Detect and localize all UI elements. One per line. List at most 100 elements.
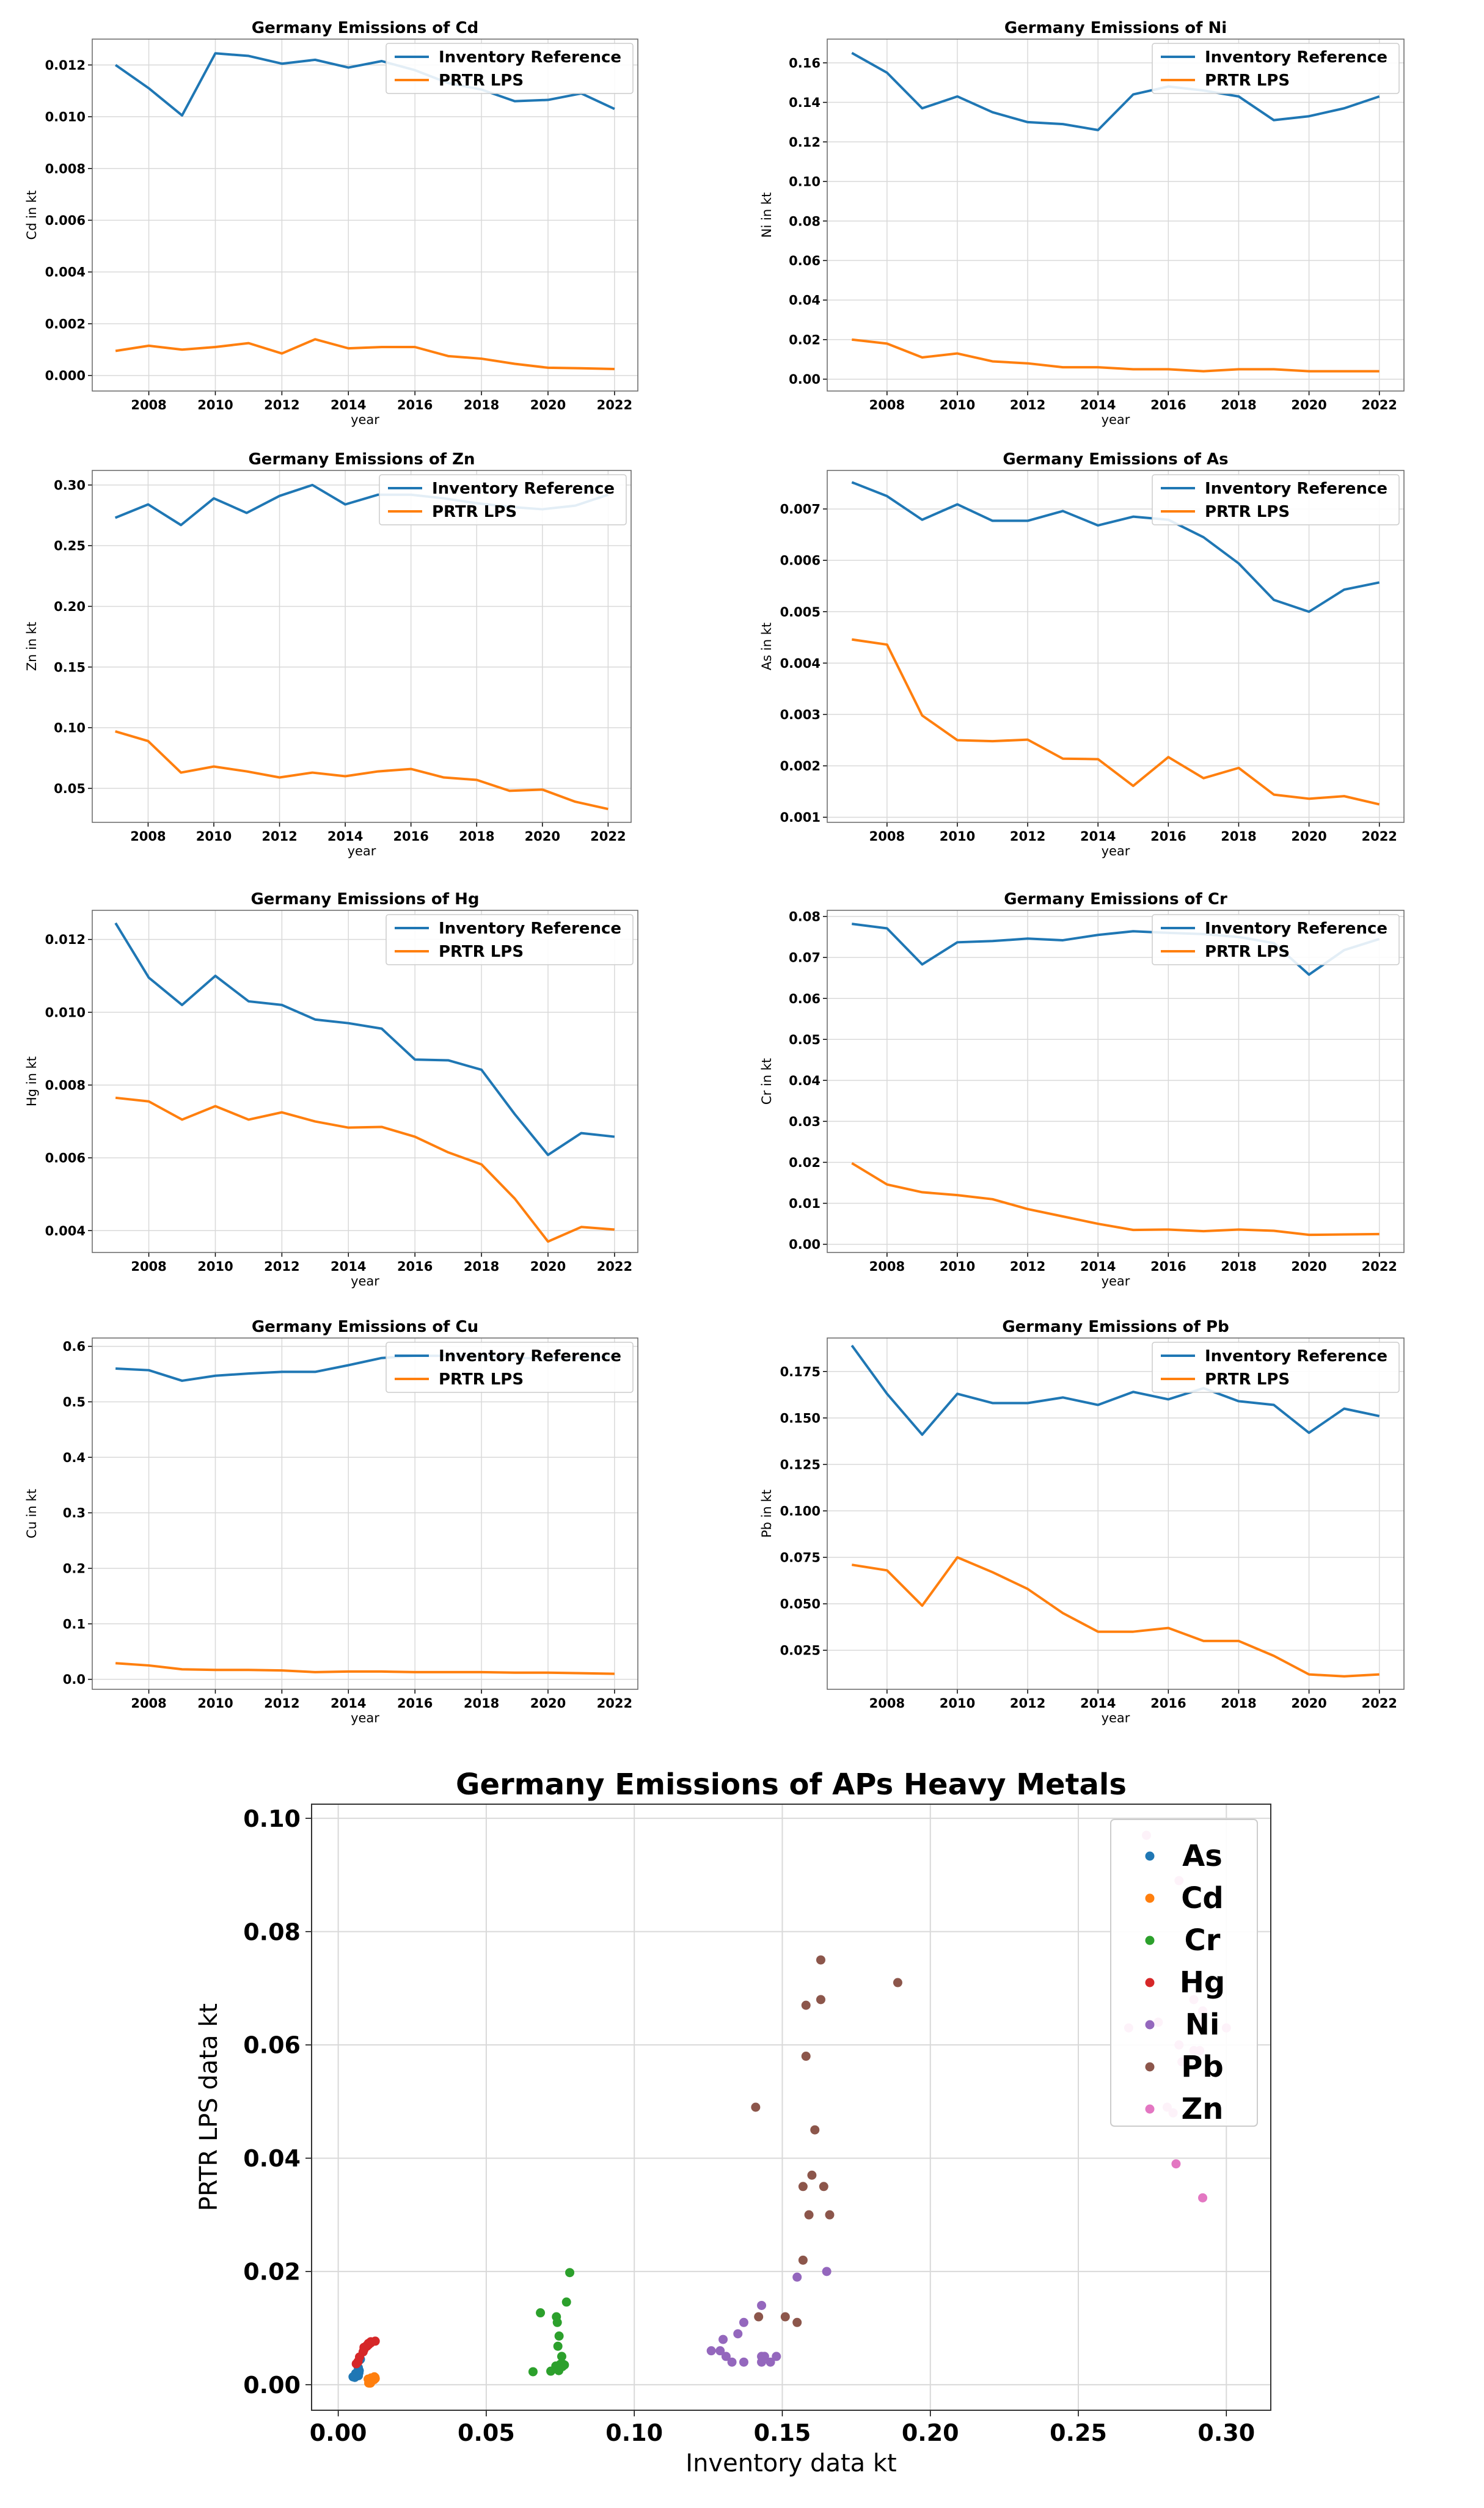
scatter-point: [816, 1995, 825, 2005]
plot-frame: [827, 910, 1405, 1253]
legend-label: Inventory Reference: [1205, 1347, 1387, 1366]
scatter-point: [715, 2346, 725, 2356]
chart-title: Germany Emissions of Cr: [1004, 890, 1227, 909]
scatter-point: [554, 2331, 564, 2341]
legend-label: Inventory Reference: [1205, 919, 1387, 938]
x-tick-label: 2018: [1221, 1696, 1256, 1711]
y-tick-label: 0.06: [789, 254, 821, 268]
scatter-point: [804, 2210, 814, 2220]
scatter-point: [816, 1955, 825, 1965]
y-tick-label: 0.00: [243, 2372, 301, 2399]
legend-swatch: [1145, 2020, 1155, 2030]
data-layer: [851, 51, 1380, 373]
x-tick-label: 2010: [196, 829, 232, 844]
chart-8: 0.00 0.05 0.10 0.15 0.20 0.25 0.30 0.00 0.02 0.04…: [195, 1768, 1271, 2477]
scatter-point: [819, 2182, 828, 2192]
legend-box: [1152, 43, 1400, 94]
y-tick-label: 0.010: [45, 1005, 86, 1020]
scatter-point: [1171, 2159, 1181, 2169]
scatter-point: [798, 2255, 808, 2265]
chart-title: Germany Emissions of Pb: [1002, 1318, 1229, 1336]
x-axis-label: year: [348, 844, 376, 858]
y-axis-label: Cr in kt: [759, 1058, 774, 1105]
scatter-point: [893, 1978, 902, 1987]
y-tick-label: 0.05: [54, 781, 86, 796]
y-tick-label: 0.025: [780, 1643, 821, 1658]
x-tick-label: 2020: [1291, 1259, 1326, 1274]
y-axis-label: Hg in kt: [24, 1056, 39, 1106]
y-axis-label: As in kt: [759, 623, 774, 670]
chart-title: Germany Emissions of Cd: [252, 19, 478, 37]
scatter-point: [739, 2357, 748, 2367]
legend-label: PRTR LPS: [439, 71, 524, 90]
scatter-point: [727, 2357, 737, 2367]
data-layer: [114, 52, 615, 370]
y-tick-label: 0.03: [789, 1114, 821, 1129]
y-tick-label: 0.1: [63, 1617, 86, 1631]
scatter-point: [792, 2317, 802, 2327]
y-axis-label: Cd in kt: [24, 191, 39, 240]
scatter-point: [561, 2297, 571, 2307]
chart-title: Germany Emissions of APs Heavy Metals: [456, 1768, 1127, 1802]
x-tick-label: 2018: [1221, 398, 1256, 412]
legend-box: [379, 474, 627, 525]
scatter-point: [528, 2367, 538, 2377]
x-tick-label: 2016: [1150, 398, 1186, 412]
scatter-point: [554, 2366, 564, 2375]
y-tick-label: 0.006: [45, 1151, 86, 1166]
scatter-point: [807, 2170, 817, 2180]
y-tick-label: 0.10: [789, 175, 821, 189]
x-tick-label: 2010: [197, 1259, 233, 1274]
x-tick-label: 2018: [1221, 1259, 1256, 1274]
legend-label: PRTR LPS: [1205, 71, 1290, 90]
y-tick-label: 0.07: [789, 951, 821, 965]
scatter-point: [353, 2357, 363, 2367]
x-tick-label: 0.30: [1197, 2419, 1255, 2446]
y-tick-label: 0.06: [243, 2032, 301, 2059]
x-tick-label: 2010: [940, 1259, 975, 1274]
scatter-point: [557, 2352, 566, 2361]
legend-label: Inventory Reference: [439, 1347, 621, 1366]
x-tick-label: 2010: [197, 1696, 233, 1711]
y-tick-label: 0.007: [780, 502, 821, 517]
x-axis-label: year: [351, 1274, 379, 1289]
x-tick-label: 2020: [530, 1259, 566, 1274]
x-tick-label: 2010: [940, 829, 975, 844]
y-tick-label: 0.010: [45, 110, 86, 125]
y-tick-label: 0.02: [243, 2259, 301, 2286]
y-tick-label: 0.012: [45, 932, 86, 947]
legend-label: Ni: [1185, 2008, 1220, 2042]
legend-box: [386, 1342, 634, 1393]
chart-7: 2008 2010 2012 2014 2016 2018 2020 2022 0.025 0.0…: [759, 1318, 1405, 1725]
y-tick-label: 0.4: [63, 1450, 86, 1465]
series-line: [851, 481, 1380, 613]
legend-label: As: [1182, 1839, 1223, 1873]
x-tick-label: 2008: [131, 398, 166, 412]
x-tick-label: 0.15: [754, 2419, 811, 2446]
scatter-point: [772, 2352, 781, 2361]
y-tick-label: 0.004: [45, 265, 86, 280]
legend-label: Inventory Reference: [432, 480, 615, 498]
series-line: [852, 638, 1380, 806]
legend-label: Inventory Reference: [1205, 480, 1387, 498]
x-tick-label: 2022: [590, 829, 626, 844]
legend-box: [386, 43, 634, 94]
x-tick-label: 2022: [1361, 829, 1397, 844]
legend-label: Inventory Reference: [439, 919, 621, 938]
y-tick-label: 0.150: [780, 1411, 821, 1425]
y-tick-label: 0.30: [54, 478, 86, 492]
series-line: [852, 338, 1380, 373]
y-tick-label: 0.004: [780, 656, 821, 671]
y-tick-label: 0.08: [789, 214, 821, 228]
y-tick-label: 0.005: [780, 605, 821, 620]
legend-label: PRTR LPS: [432, 503, 517, 521]
plot-frame: [827, 38, 1405, 392]
x-tick-label: 2022: [597, 1696, 632, 1711]
y-tick-label: 0.02: [789, 332, 821, 347]
y-tick-label: 0.12: [789, 135, 821, 150]
y-tick-label: 0.04: [243, 2145, 301, 2172]
y-tick-label: 0.001: [780, 810, 821, 825]
x-tick-label: 2016: [397, 1696, 433, 1711]
scatter-point: [757, 2300, 767, 2310]
x-tick-label: 2012: [264, 398, 299, 412]
